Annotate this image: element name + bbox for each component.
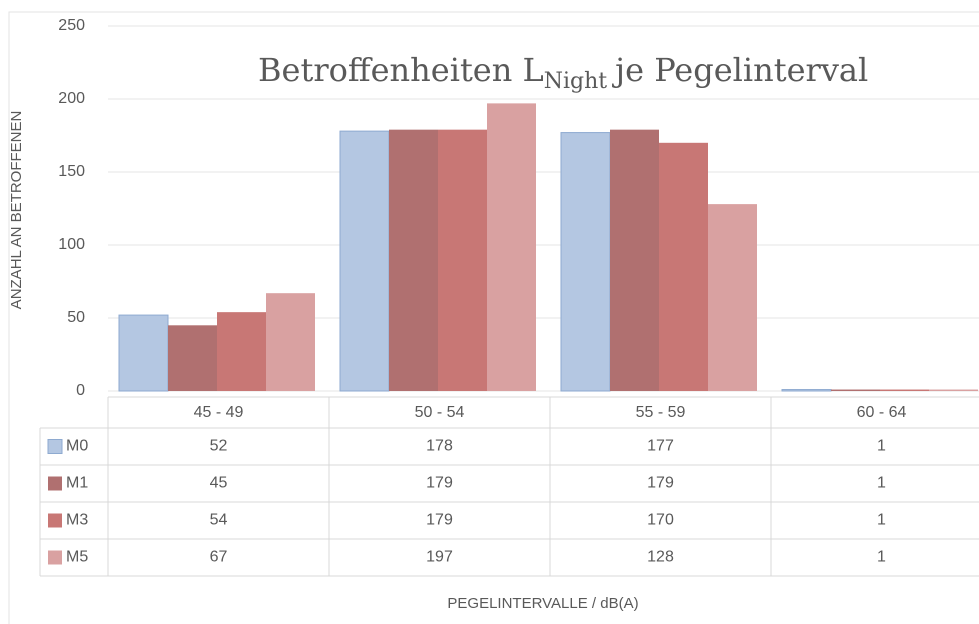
bar [708, 204, 757, 391]
bar [880, 389, 929, 391]
table-value: 128 [647, 549, 674, 566]
x-tick-label: 50 - 54 [415, 404, 465, 421]
table-value: 197 [426, 549, 453, 566]
bar [266, 293, 315, 391]
y-tick-label: 50 [67, 309, 85, 326]
y-tick-label: 150 [58, 163, 85, 180]
legend-key [48, 513, 62, 528]
legend-label: M3 [66, 512, 88, 529]
bar [659, 142, 708, 391]
bar [560, 132, 611, 392]
legend-key [48, 550, 62, 565]
title-subscript: Night [544, 69, 608, 94]
legend-key [47, 439, 63, 454]
x-tick-label: 45 - 49 [194, 404, 244, 421]
table-value: 52 [210, 438, 228, 455]
bar [929, 389, 978, 391]
bar [168, 325, 217, 391]
bar [610, 129, 659, 391]
x-tick-label: 55 - 59 [636, 404, 686, 421]
chart-frame [8, 11, 979, 624]
title-main: Betroffenheiten L [258, 51, 544, 89]
bar [339, 130, 390, 392]
table-value: 179 [426, 512, 453, 529]
y-tick-label: 200 [58, 90, 85, 107]
legend-label: M5 [66, 549, 88, 566]
table-value: 179 [647, 475, 674, 492]
x-tick-label: 60 - 64 [857, 404, 907, 421]
y-tick-label: 250 [58, 17, 85, 34]
chart-title: Betroffenheiten LNight je Pegelinterval [258, 51, 868, 95]
legend-key [48, 476, 62, 491]
y-axis-label: ANZAHL AN BETROFFENEN [8, 111, 25, 310]
table-value: 179 [426, 475, 453, 492]
table-value: 1 [877, 512, 886, 529]
table-value: 67 [210, 549, 228, 566]
y-tick-label: 0 [76, 382, 85, 399]
bar [831, 389, 880, 391]
legend-label: M1 [66, 475, 88, 492]
table-value: 170 [647, 512, 674, 529]
y-tick-label: 100 [58, 236, 85, 253]
table-value: 177 [647, 438, 674, 455]
legend-label: M0 [66, 438, 88, 455]
table-value: 1 [877, 475, 886, 492]
bar [389, 129, 438, 391]
table-value: 45 [210, 475, 228, 492]
table-value: 178 [426, 438, 453, 455]
table-value: 1 [877, 549, 886, 566]
title-suffix: je Pegelinterval [611, 51, 868, 89]
x-axis-label: PEGELINTERVALLE / dB(A) [447, 595, 638, 612]
bar [781, 389, 832, 392]
table-value: 54 [210, 512, 228, 529]
bar [487, 103, 536, 391]
bar [438, 129, 487, 391]
bar [217, 312, 266, 391]
bar [118, 314, 169, 392]
table-value: 1 [877, 438, 886, 455]
